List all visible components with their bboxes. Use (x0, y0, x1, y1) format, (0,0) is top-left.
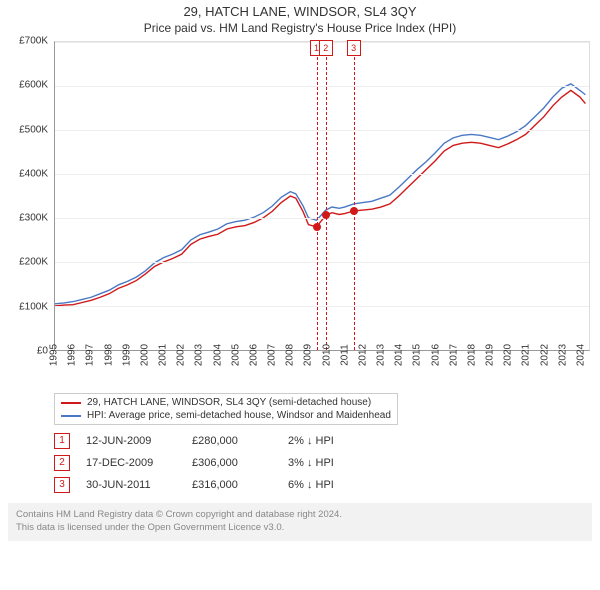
sale-marker-box: 2 (319, 40, 333, 56)
x-tick-label: 1996 (67, 344, 78, 366)
y-tick-label: £300K (19, 213, 48, 224)
x-tick-label: 2010 (321, 344, 332, 366)
sale-marker-line (354, 42, 355, 350)
x-tick-label: 2015 (412, 344, 423, 366)
attribution-line: Contains HM Land Registry data © Crown c… (16, 509, 584, 522)
x-tick-label: 2022 (539, 344, 550, 366)
x-tick-label: 2008 (285, 344, 296, 366)
x-tick-label: 1995 (49, 344, 60, 366)
sale-marker-dot (322, 211, 330, 219)
sales-table: 1 12-JUN-2009 £280,000 2% ↓ HPI 2 17-DEC-2009… (54, 433, 592, 493)
sale-price: £306,000 (192, 457, 272, 469)
x-tick-label: 2009 (303, 344, 314, 366)
x-tick-label: 2000 (139, 344, 150, 366)
sale-marker-box: 3 (347, 40, 361, 56)
x-tick-label: 2001 (158, 344, 169, 366)
sale-price: £316,000 (192, 479, 272, 491)
sale-index-box: 3 (54, 477, 70, 493)
sale-marker-line (326, 42, 327, 350)
y-tick-label: £600K (19, 80, 48, 91)
sale-delta: 2% ↓ HPI (288, 435, 334, 447)
x-tick-label: 2012 (357, 344, 368, 366)
sale-delta: 3% ↓ HPI (288, 457, 334, 469)
y-axis-labels: £0£100K£200K£300K£400K£500K£600K£700K (8, 41, 52, 351)
x-tick-label: 2005 (230, 344, 241, 366)
sale-date: 30-JUN-2011 (86, 479, 176, 491)
attribution-line: This data is licensed under the Open Gov… (16, 522, 584, 535)
legend-box: 29, HATCH LANE, WINDSOR, SL4 3QY (semi-d… (54, 393, 398, 425)
legend-label: HPI: Average price, semi-detached house,… (87, 410, 391, 421)
x-tick-label: 1999 (121, 344, 132, 366)
x-tick-label: 2020 (503, 344, 514, 366)
sale-marker-dot (313, 223, 321, 231)
legend-item: 29, HATCH LANE, WINDSOR, SL4 3QY (semi-d… (61, 397, 391, 408)
x-tick-label: 2014 (394, 344, 405, 366)
sale-row: 2 17-DEC-2009 £306,000 3% ↓ HPI (54, 455, 592, 471)
legend-swatch (61, 415, 81, 417)
sale-marker-line (317, 42, 318, 350)
x-tick-label: 2018 (466, 344, 477, 366)
y-tick-label: £0 (37, 346, 48, 357)
sale-index-box: 1 (54, 433, 70, 449)
x-tick-label: 2013 (376, 344, 387, 366)
sale-row: 1 12-JUN-2009 £280,000 2% ↓ HPI (54, 433, 592, 449)
y-tick-label: £500K (19, 124, 48, 135)
x-tick-label: 2021 (521, 344, 532, 366)
x-tick-label: 1998 (103, 344, 114, 366)
y-tick-label: £100K (19, 301, 48, 312)
x-tick-label: 2003 (194, 344, 205, 366)
sale-marker-dot (350, 207, 358, 215)
x-tick-label: 2011 (339, 344, 350, 366)
x-tick-label: 2016 (430, 344, 441, 366)
chart-subtitle: Price paid vs. HM Land Registry's House … (0, 21, 600, 35)
legend-item: HPI: Average price, semi-detached house,… (61, 410, 391, 421)
x-tick-label: 2023 (557, 344, 568, 366)
x-tick-label: 2004 (212, 344, 223, 366)
sale-row: 3 30-JUN-2011 £316,000 6% ↓ HPI (54, 477, 592, 493)
sale-delta: 6% ↓ HPI (288, 479, 334, 491)
legend-swatch (61, 402, 81, 404)
y-tick-label: £200K (19, 257, 48, 268)
x-tick-label: 2002 (176, 344, 187, 366)
x-tick-label: 1997 (85, 344, 96, 366)
plot-region: 123 (54, 41, 590, 351)
x-tick-label: 2006 (248, 344, 259, 366)
x-tick-label: 2007 (267, 344, 278, 366)
line-series-svg (55, 42, 589, 350)
sale-date: 12-JUN-2009 (86, 435, 176, 447)
x-tick-label: 2019 (485, 344, 496, 366)
attribution-box: Contains HM Land Registry data © Crown c… (8, 503, 592, 541)
sale-price: £280,000 (192, 435, 272, 447)
y-tick-label: £700K (19, 36, 48, 47)
sale-date: 17-DEC-2009 (86, 457, 176, 469)
sale-index-box: 2 (54, 455, 70, 471)
chart-area: £0£100K£200K£300K£400K£500K£600K£700K 12… (8, 41, 592, 351)
y-tick-label: £400K (19, 168, 48, 179)
chart-title: 29, HATCH LANE, WINDSOR, SL4 3QY (0, 4, 600, 19)
x-tick-label: 2017 (448, 344, 459, 366)
legend-label: 29, HATCH LANE, WINDSOR, SL4 3QY (semi-d… (87, 397, 371, 408)
x-axis-labels: 1995199619971998199920002001200220032004… (54, 351, 590, 391)
x-tick-label: 2024 (575, 344, 586, 366)
